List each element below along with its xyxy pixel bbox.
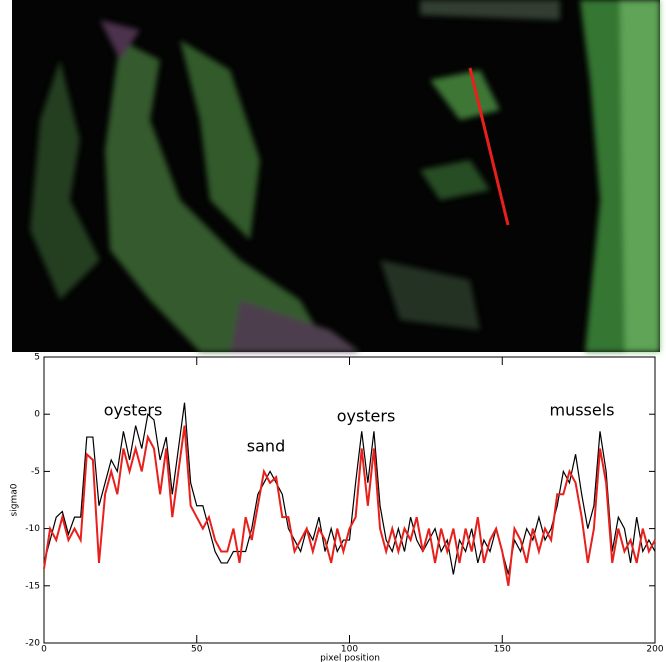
annotation: oysters [337,407,396,426]
annotation: mussels [549,401,614,420]
figure: pixel position sigma0 -20-15-10-50505010… [0,0,666,662]
x-tick-label: 50 [191,645,203,655]
y-axis-label: sigma0 [10,483,20,516]
y-tick-label: -20 [25,639,40,649]
page: pixel position sigma0 -20-15-10-50505010… [0,0,666,662]
sar-image [12,0,660,352]
y-tick-label: -15 [25,581,40,591]
x-tick-label: 0 [41,645,47,655]
y-tick-label: 0 [34,410,40,420]
annotation: oysters [104,401,163,420]
series-line [44,426,655,586]
y-tick-label: -10 [25,524,40,534]
y-tick-label: 5 [34,353,40,363]
x-tick-label: 150 [494,645,511,655]
y-tick-label: -5 [31,467,40,477]
series-line [44,403,655,575]
x-tick-label: 100 [341,645,358,655]
x-axis-label: pixel position [320,654,380,662]
annotation: sand [247,437,285,456]
x-tick-label: 200 [646,645,663,655]
